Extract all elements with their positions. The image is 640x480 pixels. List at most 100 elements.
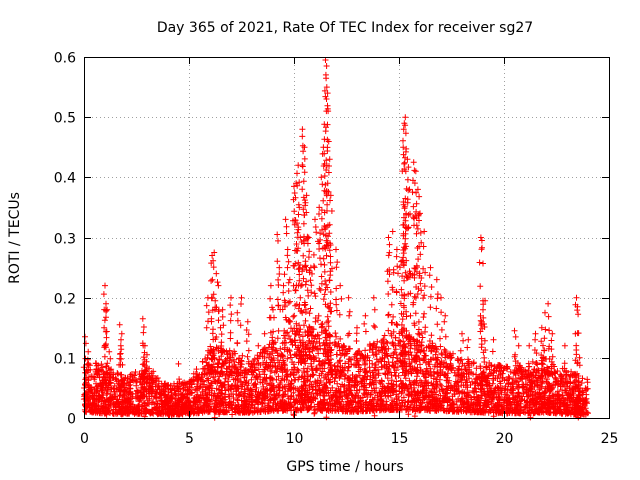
data-point bbox=[388, 332, 395, 339]
data-point bbox=[296, 277, 303, 284]
data-point bbox=[386, 271, 393, 278]
data-point bbox=[312, 378, 319, 385]
data-point bbox=[302, 317, 309, 324]
data-point bbox=[498, 389, 505, 396]
data-point bbox=[370, 380, 377, 387]
data-point bbox=[383, 401, 390, 408]
data-point bbox=[300, 378, 307, 385]
data-point bbox=[366, 357, 373, 364]
data-point bbox=[385, 345, 392, 352]
data-point bbox=[152, 405, 159, 412]
data-point bbox=[406, 377, 413, 384]
data-point bbox=[286, 347, 293, 353]
data-point bbox=[304, 287, 311, 294]
data-point bbox=[293, 241, 300, 247]
data-point bbox=[100, 291, 107, 298]
data-point bbox=[324, 121, 331, 128]
data-point bbox=[329, 384, 336, 391]
data-point bbox=[148, 370, 155, 377]
data-point bbox=[444, 385, 451, 392]
data-point bbox=[357, 352, 364, 359]
data-point bbox=[382, 389, 389, 396]
data-point bbox=[114, 370, 121, 376]
data-point bbox=[540, 355, 547, 362]
data-point bbox=[584, 385, 591, 392]
data-point bbox=[319, 181, 326, 188]
data-point bbox=[301, 392, 308, 399]
data-point bbox=[308, 399, 315, 406]
data-point bbox=[269, 348, 276, 355]
data-point bbox=[134, 387, 141, 394]
data-point bbox=[326, 163, 332, 169]
data-point bbox=[82, 340, 89, 347]
data-point bbox=[496, 396, 503, 403]
data-point bbox=[254, 408, 261, 415]
data-point bbox=[371, 364, 378, 371]
data-point bbox=[162, 406, 169, 413]
data-point bbox=[194, 406, 201, 413]
data-point bbox=[209, 348, 216, 355]
data-point bbox=[140, 399, 147, 406]
data-point bbox=[392, 373, 399, 380]
data-point bbox=[92, 360, 99, 367]
data-point bbox=[431, 386, 438, 392]
data-point bbox=[295, 266, 302, 273]
data-point bbox=[107, 391, 114, 398]
data-point bbox=[130, 377, 137, 384]
data-point bbox=[238, 357, 245, 364]
data-point bbox=[295, 367, 302, 374]
data-point bbox=[214, 345, 221, 352]
data-point bbox=[269, 376, 276, 383]
data-point bbox=[324, 313, 331, 320]
data-point bbox=[336, 311, 343, 318]
data-point bbox=[117, 361, 124, 368]
data-point bbox=[390, 350, 397, 357]
data-point bbox=[176, 379, 183, 386]
data-point bbox=[117, 350, 124, 357]
data-point bbox=[429, 403, 436, 410]
data-point bbox=[211, 414, 218, 421]
data-point bbox=[219, 360, 226, 367]
data-point bbox=[226, 371, 233, 378]
data-point bbox=[337, 393, 344, 400]
data-point bbox=[267, 295, 274, 302]
data-point bbox=[286, 385, 293, 392]
data-point bbox=[331, 389, 338, 396]
data-point bbox=[293, 407, 300, 414]
data-point bbox=[339, 364, 346, 371]
data-point bbox=[393, 253, 400, 260]
data-point bbox=[393, 367, 400, 374]
data-point bbox=[146, 370, 152, 377]
data-point bbox=[553, 410, 560, 417]
data-point bbox=[372, 324, 378, 331]
data-point bbox=[418, 404, 425, 410]
data-point bbox=[316, 240, 323, 247]
data-point bbox=[267, 405, 273, 412]
data-point bbox=[218, 363, 225, 370]
data-point bbox=[303, 278, 310, 285]
data-point bbox=[261, 330, 268, 337]
data-point bbox=[550, 405, 557, 412]
data-point bbox=[244, 318, 251, 325]
data-point bbox=[203, 302, 210, 309]
data-point bbox=[357, 405, 364, 412]
data-point bbox=[390, 313, 397, 320]
data-point bbox=[385, 359, 392, 366]
data-point bbox=[205, 385, 212, 392]
data-point bbox=[345, 294, 352, 301]
data-point bbox=[301, 358, 308, 365]
data-point bbox=[269, 334, 276, 341]
data-point bbox=[294, 170, 300, 177]
data-point bbox=[362, 312, 369, 319]
data-point bbox=[455, 365, 462, 372]
data-point bbox=[568, 368, 575, 375]
data-point bbox=[278, 377, 285, 384]
data-point bbox=[320, 296, 327, 303]
data-point bbox=[524, 406, 531, 412]
data-point bbox=[393, 288, 400, 295]
data-point bbox=[323, 157, 330, 164]
data-point bbox=[283, 373, 290, 379]
data-point bbox=[385, 366, 392, 373]
data-point bbox=[325, 304, 332, 311]
data-point bbox=[243, 338, 250, 345]
